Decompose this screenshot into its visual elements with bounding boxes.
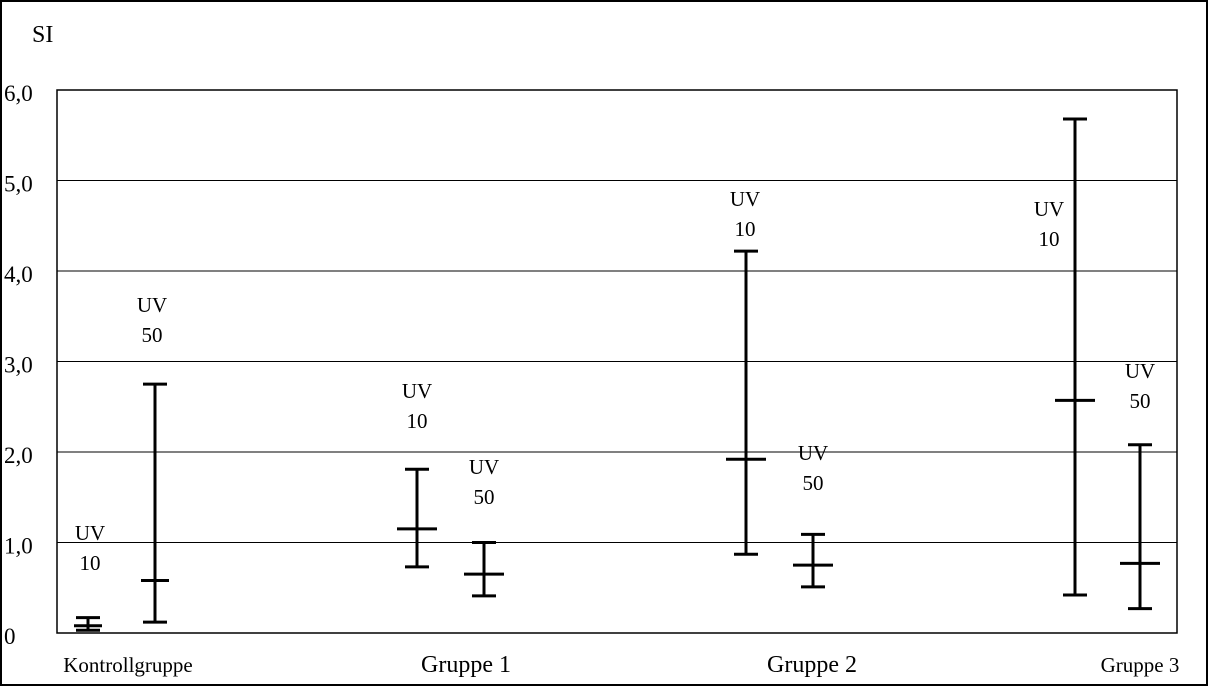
series-label-line: UV [1034, 197, 1064, 221]
x-category-label: Kontrollgruppe [63, 653, 192, 677]
error-bar [726, 249, 766, 556]
series-label-line: UV [75, 521, 105, 545]
y-tick-label: 1,0 [4, 534, 33, 559]
x-category-label: Gruppe 1 [421, 652, 511, 678]
error-bar [793, 532, 833, 589]
series-label-line: UV [402, 379, 432, 403]
series-label-line: 10 [80, 551, 101, 575]
y-tick-label: 6,0 [4, 81, 33, 106]
series-label-line: UV [798, 441, 828, 465]
y-tick-label: 2,0 [4, 443, 33, 468]
error-bar [397, 467, 437, 569]
series-label-line: 50 [474, 485, 495, 509]
error-bar [74, 616, 102, 632]
series-label: UV 50 [798, 441, 828, 495]
x-category-label: Gruppe 2 [767, 652, 857, 678]
y-tick-label: 5,0 [4, 172, 33, 197]
error-bar [464, 541, 504, 598]
error-bar [1055, 117, 1095, 597]
series-label-line: UV [137, 293, 167, 317]
series-label-line: UV [730, 187, 760, 211]
series-label: UV 50 [137, 293, 167, 347]
series-label: UV 10 [402, 379, 432, 433]
series-label-line: 10 [407, 409, 428, 433]
series-label: UV 10 [730, 187, 760, 241]
series-label: UV 10 [75, 521, 105, 575]
series-label-line: UV [1125, 359, 1155, 383]
series-label-line: UV [469, 455, 499, 479]
error-bar [141, 382, 169, 624]
y-tick-label: 4,0 [4, 262, 33, 287]
series-label-line: 50 [803, 471, 824, 495]
series-label-line: 50 [1130, 389, 1151, 413]
series-label: UV 50 [469, 455, 499, 509]
series-label: UV 50 [1125, 359, 1155, 413]
plot-area-frame [56, 89, 1178, 634]
series-label-line: 10 [1039, 227, 1060, 251]
y-tick-label: 0 [4, 624, 16, 649]
error-bar [1120, 443, 1160, 611]
x-category-label: Gruppe 3 [1101, 653, 1180, 677]
series-label: UV 10 [1034, 197, 1064, 251]
series-label-line: 50 [142, 323, 163, 347]
y-axis-label: SI [32, 22, 53, 48]
y-tick-label: 3,0 [4, 353, 33, 378]
series-label-line: 10 [735, 217, 756, 241]
